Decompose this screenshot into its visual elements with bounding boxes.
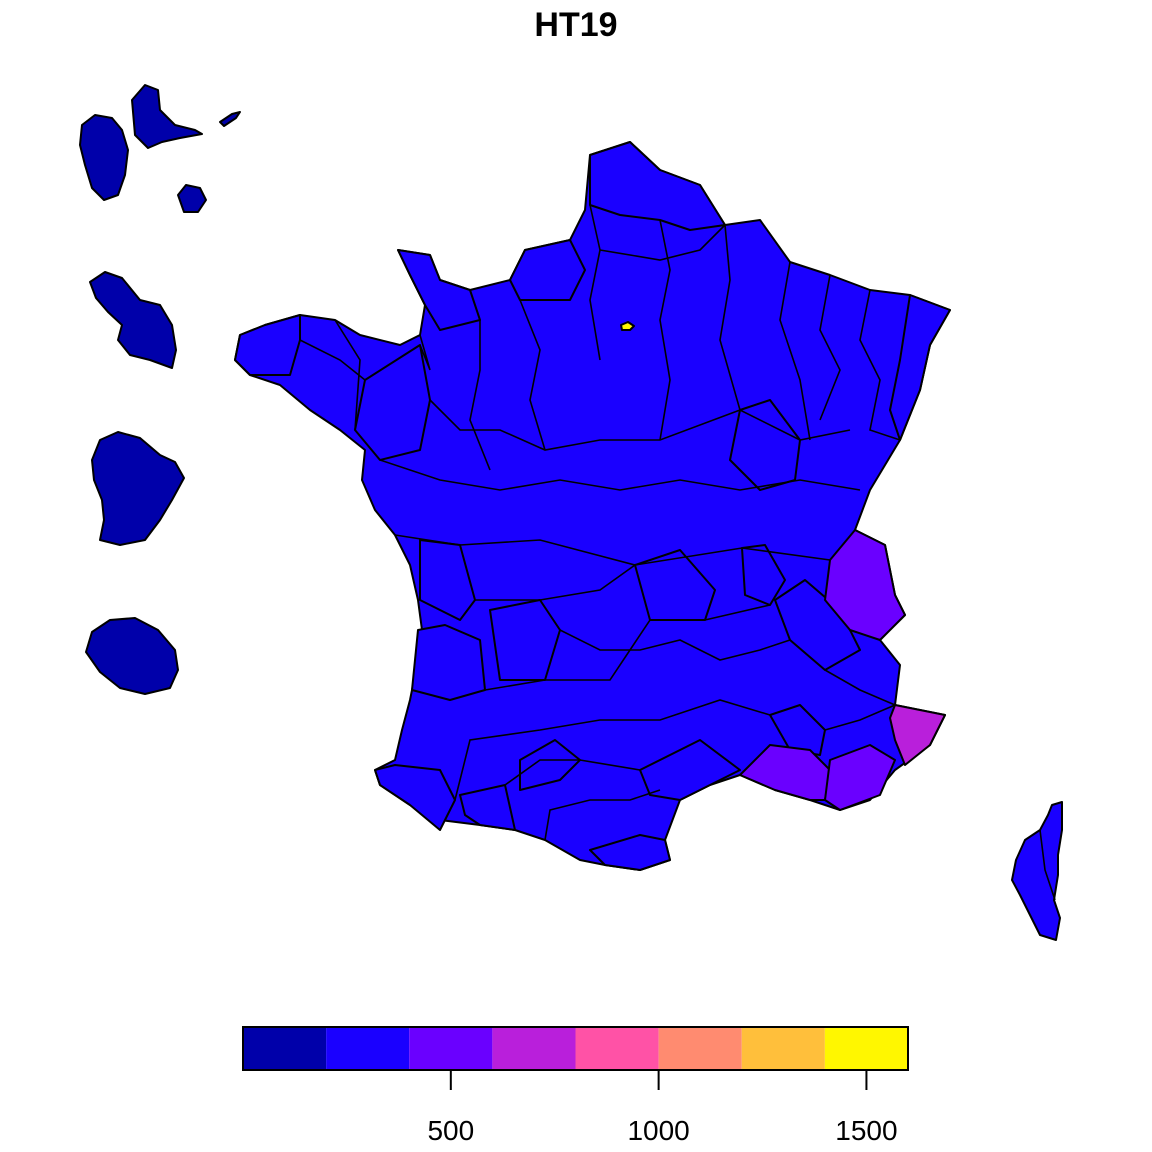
region-guyane <box>91 431 185 546</box>
legend-bin-7 <box>824 1027 908 1070</box>
legend-bin-5 <box>658 1027 742 1070</box>
region-var <box>824 744 896 811</box>
legend-tick-label-2: 1500 <box>835 1115 897 1146</box>
legend-bin-2 <box>409 1027 493 1070</box>
region-guadeloupe-east <box>131 84 203 149</box>
legend-colorbar: 500 1000 1500 <box>242 1026 909 1146</box>
region-nord <box>589 141 726 231</box>
region-drome <box>769 704 826 756</box>
region-herault <box>639 739 741 801</box>
legend-tick-label-0: 500 <box>427 1115 474 1146</box>
region-hautes-alpes-savoie <box>824 529 906 641</box>
legend-bin-4 <box>575 1027 659 1070</box>
region-pyr-orientales <box>589 834 671 871</box>
region-reunion <box>85 617 179 695</box>
region-normandie <box>509 239 586 301</box>
legend-tick-label-1: 1000 <box>627 1115 689 1146</box>
region-dordogne <box>489 599 561 681</box>
region-ariege <box>519 739 581 791</box>
region-rhone <box>741 544 786 606</box>
legend-bin-1 <box>326 1027 410 1070</box>
legend-bin-6 <box>741 1027 825 1070</box>
region-bretagne-west <box>234 314 301 376</box>
region-guadeloupe-marie-galante <box>177 184 207 213</box>
region-cote-dor <box>729 399 801 491</box>
region-puy-de-dome <box>634 549 716 621</box>
region-corse <box>1011 801 1063 941</box>
legend-frame <box>242 1026 909 1071</box>
legend-bin-3 <box>492 1027 576 1070</box>
region-martinique <box>89 271 177 369</box>
map-title: HT19 <box>534 6 617 44</box>
region-alpes-maritimes <box>889 704 946 766</box>
region-hautes-pyr <box>459 784 516 831</box>
legend-bin-0 <box>243 1027 327 1070</box>
region-paris <box>620 321 635 331</box>
region-guadeloupe <box>79 114 129 201</box>
region-guadeloupe-islet <box>219 111 241 127</box>
region-pyr-atl <box>374 764 456 831</box>
department-borders <box>299 204 1056 901</box>
region-manche <box>397 249 481 331</box>
region-alsace <box>889 294 951 441</box>
